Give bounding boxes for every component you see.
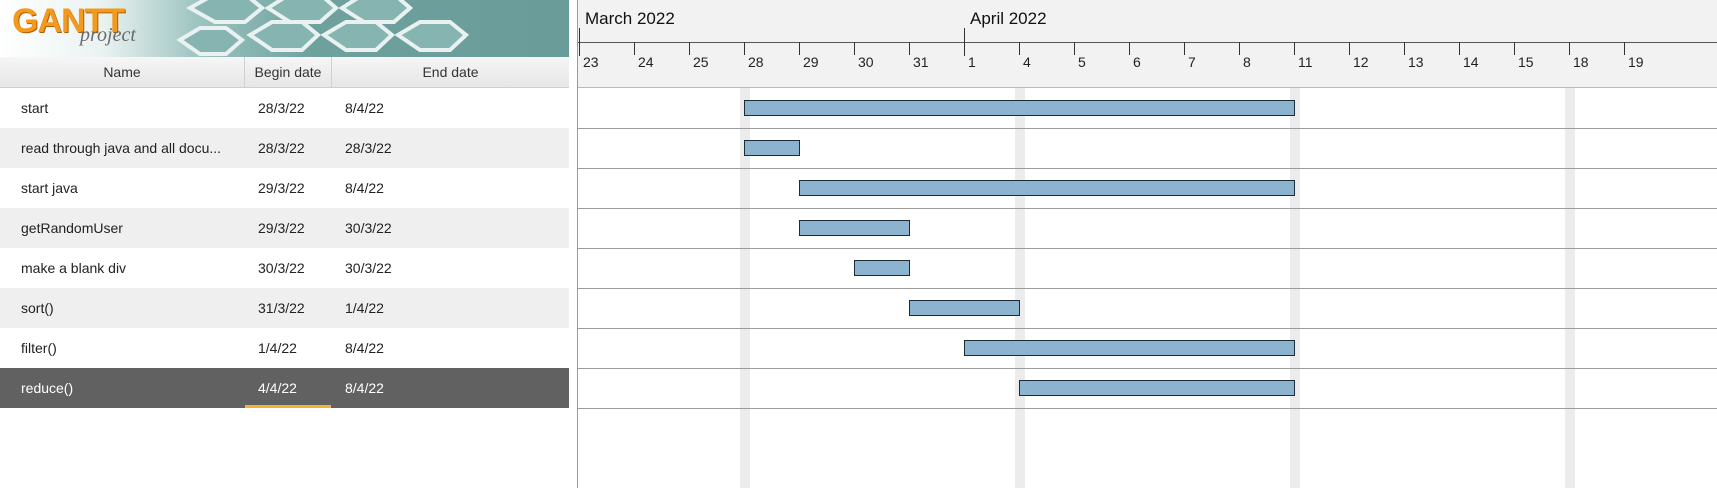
table-row[interactable]: start 28/3/22 8/4/22: [0, 88, 569, 128]
task-end-date-cell[interactable]: 8/4/22: [345, 180, 384, 196]
task-bar[interactable]: [799, 220, 910, 236]
column-header-name[interactable]: Name: [0, 57, 245, 87]
table-row[interactable]: sort() 31/3/22 1/4/22: [0, 288, 569, 328]
table-row[interactable]: make a blank div 30/3/22 30/3/22: [0, 248, 569, 288]
task-bar[interactable]: [799, 180, 1295, 196]
month-label: March 2022: [585, 9, 675, 28]
task-end-date-cell[interactable]: 30/3/22: [345, 260, 392, 276]
task-bar[interactable]: [909, 300, 1020, 316]
weekend-band: [1290, 87, 1300, 488]
task-name-cell[interactable]: make a blank div: [21, 260, 127, 276]
task-bar[interactable]: [854, 260, 910, 276]
task-name-cell[interactable]: getRandomUser: [21, 220, 123, 236]
task-begin-date-cell[interactable]: 1/4/22: [258, 340, 297, 356]
task-name-cell[interactable]: reduce(): [21, 380, 74, 396]
day-tick-label: 12: [1353, 54, 1369, 70]
day-tick-label: 18: [1573, 54, 1589, 70]
logo-sub-text: project: [80, 24, 136, 46]
task-name-cell[interactable]: start java: [21, 180, 78, 196]
day-tick-label: 5: [1078, 54, 1086, 70]
task-begin-date-cell[interactable]: 28/3/22: [258, 100, 305, 116]
day-tick-label: 31: [913, 54, 929, 70]
day-tick-label: 8: [1243, 54, 1251, 70]
weekend-band: [740, 87, 750, 488]
column-header-begin-date[interactable]: Begin date: [245, 57, 332, 87]
gantt-project-logo: GANTT project: [0, 0, 569, 57]
day-tick-label: 30: [858, 54, 874, 70]
task-bar[interactable]: [964, 340, 1295, 356]
task-begin-date-cell[interactable]: 29/3/22: [258, 220, 305, 236]
table-row[interactable]: filter() 1/4/22 8/4/22: [0, 328, 569, 368]
task-begin-date-cell[interactable]: 29/3/22: [258, 180, 305, 196]
day-tick-label: 14: [1463, 54, 1479, 70]
logo-brand-text: GANTT: [12, 2, 125, 40]
table-header: Name Begin date End date: [0, 57, 569, 88]
task-begin-date-cell[interactable]: 31/3/22: [258, 300, 305, 316]
hexagon-pattern-icon: [176, 0, 470, 56]
gantt-chart-panel: March 2022 April 2022 23 24 25 28 29 30 31 1 4 5 6 7 8…: [578, 0, 1717, 488]
table-row[interactable]: start java 29/3/22 8/4/22: [0, 168, 569, 208]
day-tick-label: 7: [1188, 54, 1196, 70]
task-begin-date-cell[interactable]: 30/3/22: [258, 260, 305, 276]
task-end-date-cell[interactable]: 30/3/22: [345, 220, 392, 236]
table-row[interactable]: read through java and all docu... 28/3/22…: [0, 128, 569, 168]
task-end-date-cell[interactable]: 8/4/22: [345, 380, 384, 396]
task-name-cell[interactable]: filter(): [21, 340, 57, 356]
table-row[interactable]: getRandomUser 29/3/22 30/3/22: [0, 208, 569, 248]
weekend-band: [1565, 87, 1575, 488]
column-header-end-date[interactable]: End date: [422, 64, 479, 80]
task-end-date-cell[interactable]: 1/4/22: [345, 300, 384, 316]
day-tick-label: 15: [1518, 54, 1534, 70]
day-tick-label: 29: [803, 54, 819, 70]
day-tick-label: 28: [748, 54, 764, 70]
panel-splitter[interactable]: [569, 0, 578, 488]
day-tick-label: 4: [1023, 54, 1031, 70]
day-tick-label: 24: [638, 54, 654, 70]
day-tick-label: 6: [1133, 54, 1141, 70]
weekend-band: [1015, 87, 1025, 488]
task-bar[interactable]: [744, 100, 1295, 116]
task-table-panel: GANTT project Name Begin date End date s…: [0, 0, 569, 488]
cell-focus-indicator: [245, 405, 331, 408]
day-tick-label: 19: [1628, 54, 1644, 70]
task-name-cell[interactable]: read through java and all docu...: [21, 140, 222, 156]
task-bar[interactable]: [744, 140, 800, 156]
task-name-cell[interactable]: sort(): [21, 300, 54, 316]
month-label: April 2022: [970, 9, 1047, 28]
task-end-date-cell[interactable]: 28/3/22: [345, 140, 392, 156]
task-bar[interactable]: [1019, 380, 1295, 396]
timeline-header-background: [578, 0, 1717, 87]
task-end-date-cell[interactable]: 8/4/22: [345, 340, 384, 356]
table-row[interactable]: reduce() 4/4/22 8/4/22: [0, 368, 569, 408]
task-end-date-cell[interactable]: 8/4/22: [345, 100, 384, 116]
day-tick-label: 13: [1408, 54, 1424, 70]
day-tick-label: 11: [1298, 54, 1313, 70]
task-begin-date-cell[interactable]: 4/4/22: [258, 380, 297, 396]
task-begin-date-cell[interactable]: 28/3/22: [258, 140, 305, 156]
day-tick-label: 23: [583, 54, 599, 70]
day-tick-label: 1: [968, 54, 976, 70]
day-tick-label: 25: [693, 54, 709, 70]
task-name-cell[interactable]: start: [21, 100, 49, 116]
